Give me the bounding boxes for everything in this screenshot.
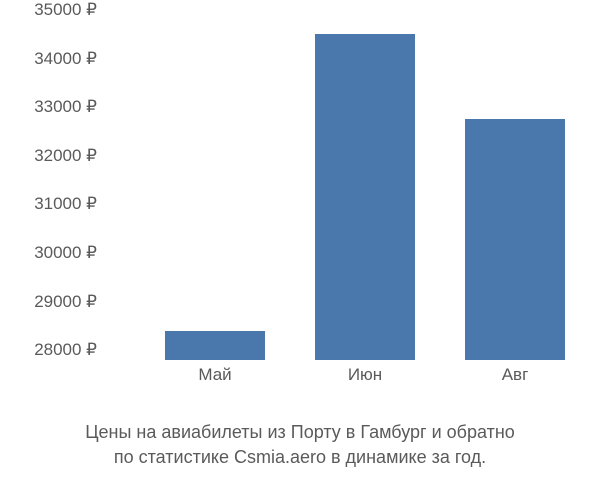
x-tick-label: Май [198, 365, 231, 385]
bar [465, 119, 565, 360]
y-tick-label: 32000 ₽ [0, 146, 97, 166]
y-tick-label: 29000 ₽ [0, 292, 97, 312]
x-tick-label: Июн [348, 365, 382, 385]
bar [165, 331, 265, 360]
caption-line-2: по статистике Csmia.aero в динамике за г… [0, 445, 600, 470]
chart-area [110, 10, 570, 360]
x-tick-label: Авг [502, 365, 529, 385]
y-tick-label: 35000 ₽ [0, 0, 97, 20]
y-tick-label: 31000 ₽ [0, 194, 97, 214]
y-axis: 28000 ₽ 29000 ₽ 30000 ₽ 31000 ₽ 32000 ₽ 33000… [0, 10, 105, 360]
bars-container [110, 10, 570, 360]
y-tick-label: 30000 ₽ [0, 243, 97, 263]
x-axis: Май Июн Авг [110, 365, 570, 395]
chart-caption: Цены на авиабилеты из Порту в Гамбург и … [0, 420, 600, 470]
bar [315, 34, 415, 360]
caption-line-1: Цены на авиабилеты из Порту в Гамбург и … [0, 420, 600, 445]
y-tick-label: 33000 ₽ [0, 97, 97, 117]
y-tick-label: 28000 ₽ [0, 340, 97, 360]
y-tick-label: 34000 ₽ [0, 49, 97, 69]
